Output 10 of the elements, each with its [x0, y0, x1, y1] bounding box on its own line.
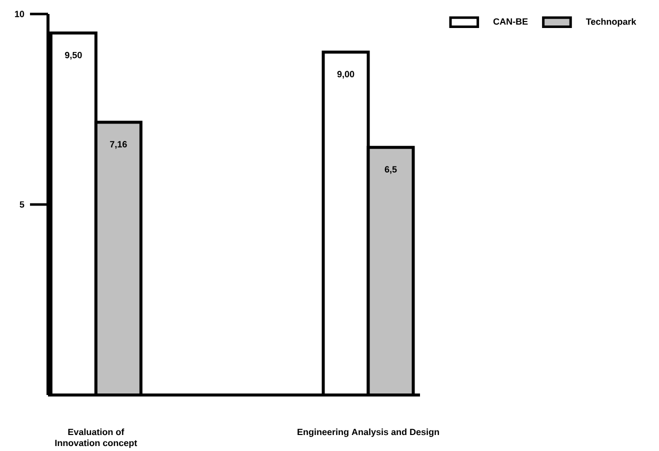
x-tick-label: Engineering Analysis and Design — [298, 428, 439, 437]
legend-label: Technopark — [586, 18, 636, 27]
data-label: 9,50 — [64, 52, 82, 60]
x-tick-label: Evaluation of Innovation concept — [55, 428, 138, 448]
y-tick-label: 10 — [15, 10, 24, 18]
data-label: 9,00 — [337, 70, 354, 79]
data-label: 7,16 — [110, 141, 127, 149]
legend-label: CAN-BE — [493, 18, 528, 25]
y-tick-label: 5 — [20, 201, 24, 208]
data-label: 6,5 — [384, 166, 397, 174]
